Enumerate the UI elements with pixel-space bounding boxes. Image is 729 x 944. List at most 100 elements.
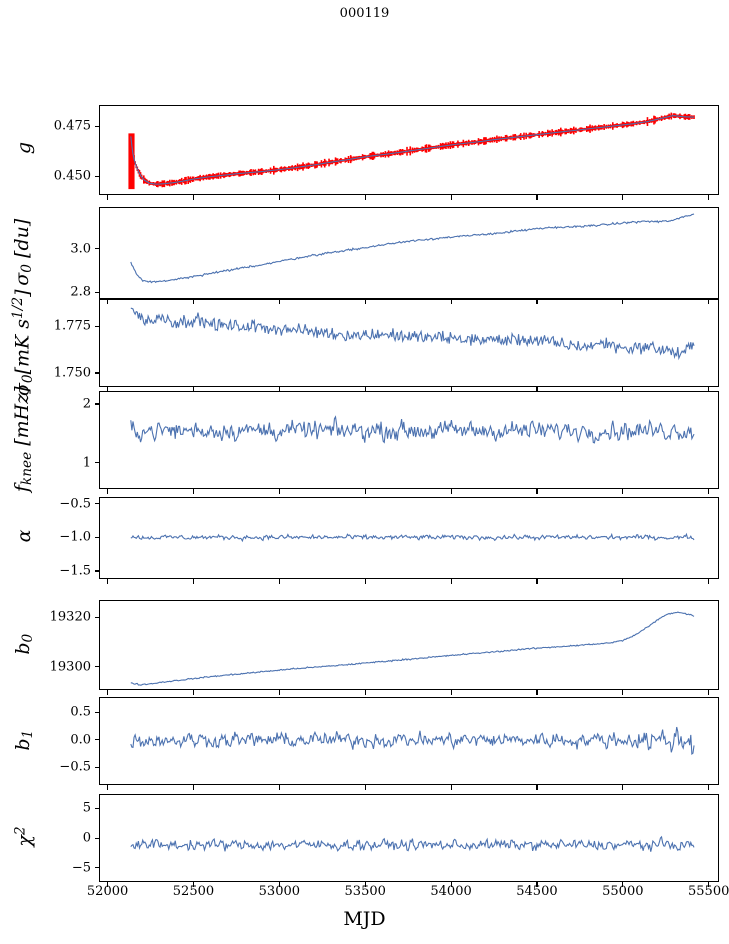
x-tick-label: 54500 — [516, 884, 558, 899]
x-tick-mark — [708, 299, 710, 304]
x-tick-mark — [622, 195, 624, 200]
x-tick-mark — [364, 882, 366, 887]
x-tick-mark — [192, 387, 195, 392]
y-tick-mark — [95, 462, 99, 464]
x-tick-mark — [536, 882, 538, 887]
y-tick-label: 19300 — [49, 659, 91, 675]
y-tick-mark — [95, 325, 99, 327]
x-tick-mark — [364, 387, 366, 392]
plot-panel-sigma0-mK — [99, 299, 719, 387]
x-tick-mark — [278, 579, 280, 584]
y-tick-label: 0 — [82, 830, 91, 846]
x-tick-mark — [536, 387, 538, 392]
x-tick-mark — [450, 195, 452, 200]
series-line-sigma0-mK — [131, 308, 694, 358]
plot-panel-b0 — [99, 600, 719, 690]
y-tick-label: −5 — [71, 860, 91, 876]
x-tick-mark — [278, 299, 280, 304]
y-tick-label: 5 — [82, 800, 91, 816]
x-tick-mark — [192, 882, 195, 887]
plot-panel-gain-points — [99, 105, 719, 195]
x-tick-mark — [622, 579, 624, 584]
x-tick-mark — [107, 785, 109, 790]
x-tick-mark — [450, 882, 452, 887]
x-tick-mark — [536, 579, 538, 584]
x-tick-mark — [622, 882, 624, 887]
x-tick-mark — [107, 579, 109, 584]
plot-panel-alpha — [99, 497, 719, 579]
x-tick-mark — [708, 785, 710, 790]
x-tick-mark — [107, 195, 109, 200]
y-tick-mark — [95, 248, 99, 250]
figure-title: 000119 — [339, 6, 390, 21]
x-tick-label: 53500 — [344, 884, 386, 899]
y-tick-label: 1 — [82, 455, 91, 471]
y-tick-mark — [95, 616, 99, 618]
x-axis-label: MJD — [343, 908, 386, 930]
y-tick-label: 1.775 — [53, 318, 91, 334]
x-tick-mark — [450, 387, 452, 392]
x-tick-mark — [536, 690, 538, 695]
x-tick-mark — [622, 690, 624, 695]
x-tick-mark — [622, 387, 624, 392]
x-tick-label: 55000 — [602, 884, 644, 899]
x-tick-mark — [536, 299, 538, 304]
x-tick-mark — [708, 387, 710, 392]
y-tick-mark — [95, 739, 99, 741]
plot-panel-b1 — [99, 697, 719, 785]
x-tick-mark — [364, 299, 366, 304]
x-tick-mark — [107, 690, 109, 695]
y-axis-label-chi2: χ2 — [12, 826, 36, 847]
x-tick-mark — [364, 489, 366, 494]
series-line-fknee — [131, 417, 694, 443]
x-tick-mark — [450, 489, 452, 494]
y-tick-label: −0.5 — [59, 759, 91, 775]
y-tick-mark — [95, 372, 99, 374]
y-tick-mark — [95, 837, 99, 839]
x-tick-mark — [536, 489, 538, 494]
x-tick-mark — [278, 387, 280, 392]
series-line-chi2 — [131, 837, 694, 852]
x-tick-label: 54000 — [430, 884, 472, 899]
y-tick-mark — [95, 807, 99, 809]
x-tick-mark — [192, 195, 195, 200]
y-tick-mark — [95, 867, 99, 869]
y-tick-label: 2.8 — [70, 284, 91, 300]
x-tick-mark — [107, 387, 109, 392]
y-tick-mark — [95, 403, 99, 405]
series-line-gain-points — [131, 116, 694, 185]
x-tick-mark — [192, 299, 195, 304]
x-tick-mark — [622, 785, 624, 790]
x-tick-mark — [364, 785, 366, 790]
x-tick-mark — [192, 489, 195, 494]
x-tick-mark — [708, 690, 710, 695]
y-tick-label: −1.5 — [59, 563, 91, 579]
x-tick-mark — [708, 489, 710, 494]
x-tick-mark — [107, 299, 109, 304]
y-tick-label: −0.5 — [59, 496, 91, 512]
x-tick-mark — [450, 690, 452, 695]
plot-panel-fknee — [99, 391, 719, 489]
series-line-b1 — [131, 727, 694, 754]
x-tick-label: 52500 — [172, 884, 215, 899]
y-tick-mark — [95, 536, 99, 538]
y-tick-mark — [95, 570, 99, 572]
series-line-sigma0-du — [131, 214, 694, 283]
x-tick-mark — [450, 785, 452, 790]
y-tick-label: 0.475 — [53, 118, 91, 134]
y-tick-label: 1.750 — [53, 365, 91, 381]
series-line-b0 — [131, 612, 694, 685]
x-tick-mark — [364, 195, 366, 200]
y-tick-mark — [95, 175, 99, 177]
y-tick-mark — [95, 711, 99, 713]
y-tick-label: 0.450 — [53, 168, 91, 184]
x-tick-mark — [708, 882, 710, 887]
x-tick-mark — [536, 195, 538, 200]
x-tick-mark — [278, 785, 280, 790]
x-tick-mark — [192, 785, 195, 790]
y-tick-label: 0.0 — [70, 732, 91, 748]
x-tick-mark — [622, 489, 624, 494]
x-tick-mark — [107, 489, 109, 494]
x-tick-label: 53000 — [258, 884, 301, 899]
